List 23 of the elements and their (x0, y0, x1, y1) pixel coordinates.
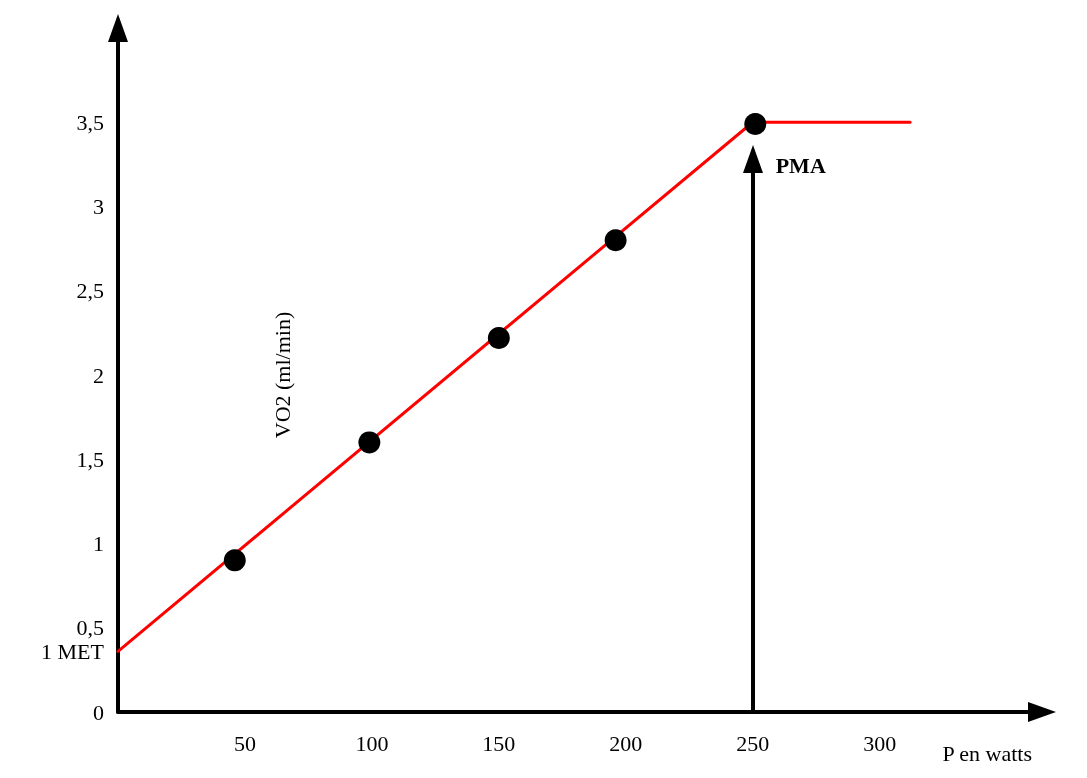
y-axis-title: VO2 (ml/min) (269, 311, 295, 439)
ref-line-label: PMA (775, 152, 826, 178)
x-tick-label: 250 (736, 730, 770, 756)
x-axis-title: P en watts (942, 740, 1032, 766)
x-tick-label: 200 (609, 730, 643, 756)
point (487, 326, 510, 349)
y-tick-label: 2,5 (76, 278, 104, 304)
y-tick-label: 0 (93, 699, 104, 725)
point (744, 112, 767, 135)
x-tick-label: 300 (863, 730, 897, 756)
point (358, 431, 381, 454)
annotation: 1 MET (41, 638, 105, 664)
y-tick-label: 3 (93, 194, 104, 219)
y-tick-label: 1,5 (76, 446, 104, 472)
y-tick-label: 3,5 (76, 109, 104, 135)
point (223, 549, 246, 572)
y-tick-label: 2 (93, 362, 104, 388)
x-tick-label: 100 (355, 730, 389, 756)
x-tick-label: 150 (482, 730, 516, 756)
point (604, 229, 627, 252)
y-tick-label: 1 (93, 531, 104, 556)
x-tick-label: 50 (233, 730, 256, 756)
y-tick-label: 0,5 (76, 615, 104, 641)
